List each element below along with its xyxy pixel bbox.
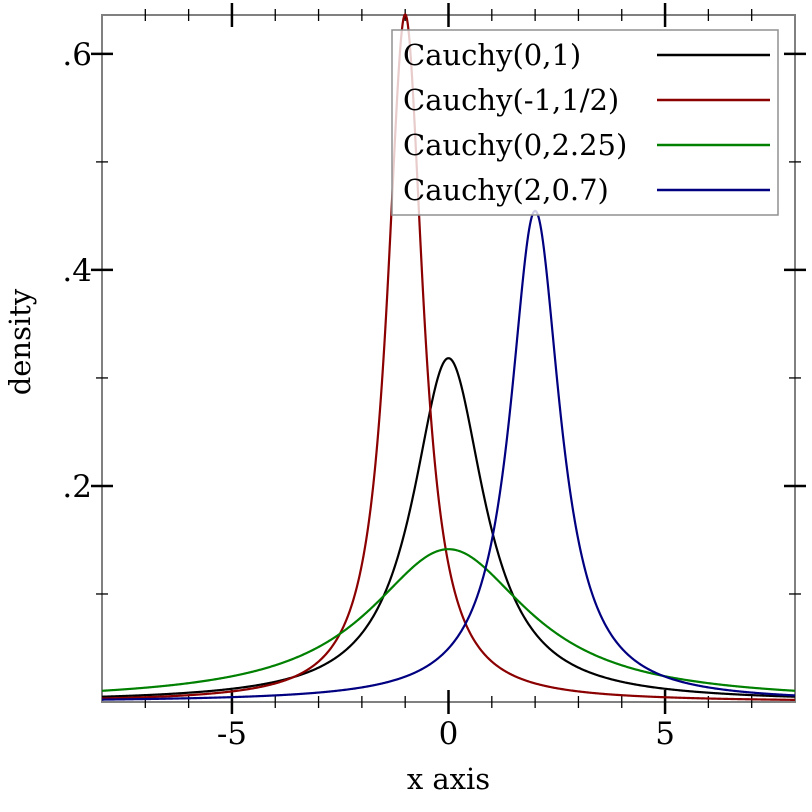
curve-cauchy-0-1- — [101, 357, 796, 698]
x-tick-label: 5 — [655, 716, 675, 752]
y-tick-label: .2 — [62, 469, 92, 505]
legend-entry-label: Cauchy(-1,1/2) — [403, 83, 619, 117]
y-tick-label: .4 — [62, 253, 92, 289]
ticks — [91, 3, 806, 714]
y-axis-label: density — [3, 288, 37, 395]
curve-cauchy-1-1-2- — [101, 13, 796, 701]
legend-entry: Cauchy(0,1) — [403, 38, 770, 72]
curve-cauchy-2-0-7- — [101, 209, 796, 701]
curves — [101, 13, 796, 701]
legend-entry: Cauchy(2,0.7) — [403, 173, 770, 207]
x-tick-label: -5 — [217, 716, 247, 752]
y-tick-label: .6 — [62, 37, 92, 73]
legend-box — [391, 29, 779, 216]
x-tick-label: 0 — [439, 716, 459, 752]
curve-cauchy-0-2-25- — [101, 548, 796, 692]
legend-entry: Cauchy(0,2.25) — [403, 128, 770, 162]
legend-entry: Cauchy(-1,1/2) — [403, 83, 770, 117]
legend-entry-label: Cauchy(0,1) — [403, 38, 581, 72]
x-axis-label: x axis — [407, 762, 490, 796]
legend-entry-label: Cauchy(2,0.7) — [403, 173, 609, 207]
legend-entry-label: Cauchy(0,2.25) — [403, 128, 627, 162]
legend: Cauchy(0,1) Cauchy(-1,1/2) Cauchy(0,2.25) C… — [391, 29, 779, 216]
